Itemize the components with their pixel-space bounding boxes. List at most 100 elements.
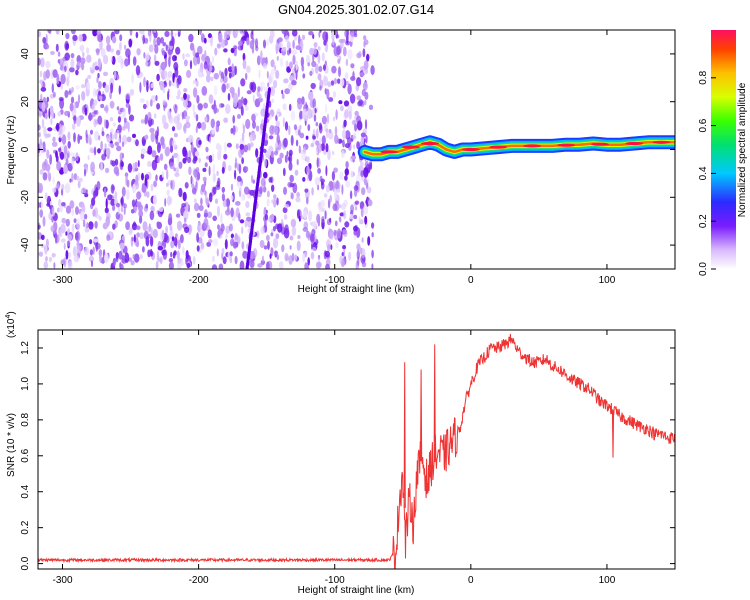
noise-speck xyxy=(307,108,313,120)
noise-speck xyxy=(159,153,164,161)
noise-speck xyxy=(302,177,306,182)
noise-speck xyxy=(284,35,289,42)
noise-speck xyxy=(104,207,109,214)
noise-speck xyxy=(260,259,266,266)
noise-streak xyxy=(245,267,249,269)
noise-speck xyxy=(42,216,46,227)
noise-speck xyxy=(182,124,187,132)
noise-streak xyxy=(244,276,247,282)
noise-speck xyxy=(321,52,325,62)
noise-speck xyxy=(289,61,293,70)
noise-speck xyxy=(347,83,352,95)
noise-speck xyxy=(75,69,79,76)
noise-speck xyxy=(348,251,352,261)
noise-speck xyxy=(43,96,46,104)
noise-speck xyxy=(225,233,228,240)
noise-speck xyxy=(334,200,340,212)
noise-speck xyxy=(331,171,335,181)
ridge-peak xyxy=(523,144,542,148)
noise-speck xyxy=(150,83,154,89)
noise-speck xyxy=(246,216,252,222)
noise-speck xyxy=(282,46,287,52)
noise-speck xyxy=(343,210,347,220)
noise-speck xyxy=(121,256,126,261)
noise-speck xyxy=(119,41,122,51)
noise-speck xyxy=(338,100,343,105)
noise-speck xyxy=(168,80,172,87)
noise-speck xyxy=(301,152,307,161)
noise-speck xyxy=(89,239,93,245)
noise-speck xyxy=(360,132,366,138)
noise-speck xyxy=(287,156,291,162)
noise-speck xyxy=(257,263,263,268)
noise-speck xyxy=(80,84,86,89)
noise-speck xyxy=(330,244,333,250)
noise-speck xyxy=(211,55,215,64)
noise-speck xyxy=(208,239,213,244)
noise-speck xyxy=(275,42,280,53)
noise-speck xyxy=(208,61,213,72)
spectrogram-signal-ridge xyxy=(357,135,675,162)
noise-speck xyxy=(312,47,317,55)
noise-speck xyxy=(296,240,301,252)
noise-speck xyxy=(187,156,192,164)
noise-speck xyxy=(270,59,275,68)
noise-speck xyxy=(69,102,74,112)
noise-speck xyxy=(273,194,277,200)
noise-speck xyxy=(232,115,235,124)
noise-speck xyxy=(169,145,174,153)
noise-speck xyxy=(323,193,328,198)
noise-speck xyxy=(106,234,111,242)
noise-speck xyxy=(246,243,249,250)
noise-speck xyxy=(144,114,149,125)
noise-speck xyxy=(151,159,158,171)
noise-speck xyxy=(291,192,294,200)
noise-speck xyxy=(334,126,338,136)
noise-speck xyxy=(264,213,268,221)
noise-speck xyxy=(106,44,111,52)
noise-speck xyxy=(360,247,366,259)
noise-speck xyxy=(356,95,362,101)
noise-speck xyxy=(90,129,93,135)
noise-speck xyxy=(275,233,280,240)
noise-speck xyxy=(249,81,254,91)
noise-speck xyxy=(124,172,129,178)
noise-speck xyxy=(307,257,311,266)
noise-speck xyxy=(356,52,362,59)
noise-speck xyxy=(110,159,114,166)
noise-speck xyxy=(210,76,214,82)
noise-speck xyxy=(92,30,98,37)
noise-speck xyxy=(220,223,225,232)
noise-speck xyxy=(170,240,175,249)
noise-speck xyxy=(245,212,251,217)
noise-speck xyxy=(224,239,228,250)
noise-speck xyxy=(323,76,329,87)
noise-speck xyxy=(84,246,89,256)
noise-speck xyxy=(313,114,317,122)
noise-speck xyxy=(284,224,289,235)
noise-speck xyxy=(111,36,117,44)
noise-speck xyxy=(154,60,160,66)
noise-speck xyxy=(316,213,321,224)
noise-speck xyxy=(185,115,191,120)
noise-speck xyxy=(113,166,119,175)
noise-speck xyxy=(175,167,180,175)
noise-speck xyxy=(221,83,227,93)
noise-speck xyxy=(196,232,200,243)
noise-speck xyxy=(215,143,221,151)
noise-speck xyxy=(358,99,364,106)
noise-speck xyxy=(161,142,166,149)
noise-speck xyxy=(367,236,371,246)
ridge-peak xyxy=(421,141,439,146)
noise-speck xyxy=(348,111,352,120)
noise-speck xyxy=(302,108,307,120)
noise-speck xyxy=(221,247,225,255)
noise-speck xyxy=(93,190,97,200)
noise-speck xyxy=(59,58,64,64)
noise-speck xyxy=(230,47,235,54)
spectrogram-x-label: Height of straight line (km) xyxy=(298,284,415,295)
noise-speck xyxy=(207,211,213,219)
noise-speck xyxy=(350,170,354,179)
noise-speck xyxy=(105,221,108,228)
noise-speck xyxy=(337,58,341,64)
